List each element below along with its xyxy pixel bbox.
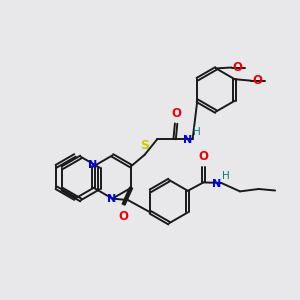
Text: O: O <box>252 74 262 87</box>
Text: S: S <box>140 139 149 152</box>
Text: N: N <box>106 194 116 205</box>
Text: O: O <box>172 107 182 120</box>
Text: H: H <box>222 171 230 181</box>
Text: O: O <box>232 61 242 74</box>
Text: N: N <box>88 160 97 170</box>
Text: H: H <box>193 128 201 137</box>
Text: O: O <box>199 150 209 163</box>
Text: N: N <box>183 135 192 145</box>
Text: N: N <box>212 178 221 189</box>
Text: O: O <box>118 210 129 223</box>
